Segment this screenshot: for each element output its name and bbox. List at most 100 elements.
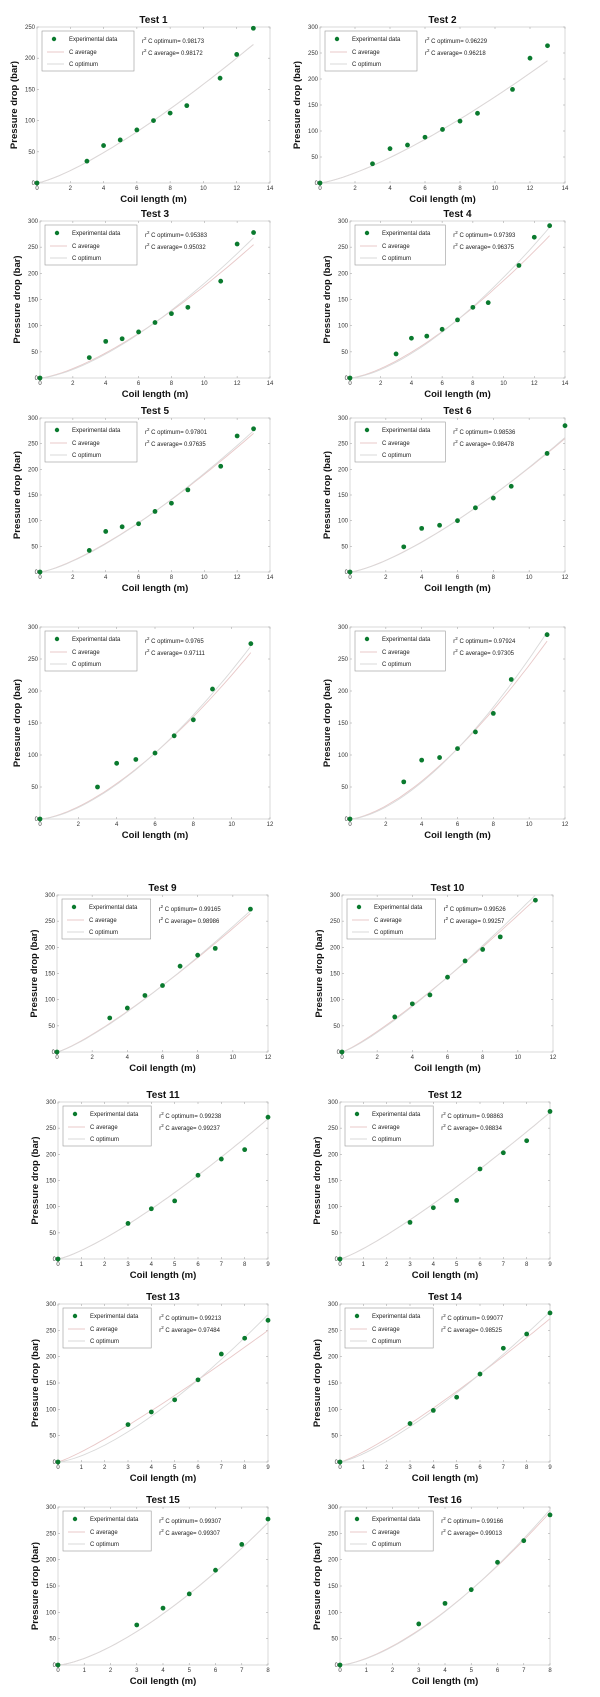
data-point xyxy=(508,677,514,682)
x-tick-label: 6 xyxy=(456,575,460,581)
y-tick-label: 100 xyxy=(328,1610,339,1616)
r-symbol: r xyxy=(159,919,161,925)
chart-panel-15: Test 15 0 1 2 3 4 5 6 7 8 0 50 100 150 200 250 300 Coil l… xyxy=(30,1495,271,1687)
y-tick-label: 150 xyxy=(25,87,36,93)
data-point xyxy=(562,423,568,429)
x-tick-label: 7 xyxy=(502,1262,506,1268)
chart-title: Test 14 xyxy=(428,1292,462,1303)
y-tick-label: 50 xyxy=(341,544,348,550)
y-tick-label: 50 xyxy=(49,1434,56,1440)
data-point xyxy=(531,234,537,240)
x-axis-label: Coil length (m) xyxy=(414,1063,481,1074)
y-tick-label: 200 xyxy=(328,1152,339,1158)
r-symbol: r xyxy=(444,907,446,913)
superscript: 2 xyxy=(147,648,150,653)
data-point xyxy=(437,522,442,528)
x-axis-label: Coil length (m) xyxy=(130,1676,197,1687)
r2-optimum-text: C optimum= 0.98863 xyxy=(446,1114,504,1120)
legend-marker-experimental xyxy=(356,904,362,910)
y-tick-label: 50 xyxy=(331,1231,338,1237)
x-tick-label: 12 xyxy=(234,575,241,581)
x-tick-label: 1 xyxy=(365,1668,369,1674)
data-point xyxy=(490,495,496,501)
r-symbol: r xyxy=(159,1316,161,1322)
legend-label-experimental: Experimental data xyxy=(382,231,431,237)
x-tick-label: 4 xyxy=(126,1055,130,1061)
r2-optimum-annotation: r2 C optimum= 0.98173 xyxy=(142,36,205,45)
data-point xyxy=(103,529,109,534)
y-tick-label: 100 xyxy=(338,324,349,330)
data-point xyxy=(195,952,201,958)
legend-label-experimental: Experimental data xyxy=(352,37,401,43)
x-tick-label: 4 xyxy=(150,1465,154,1471)
y-tick-label: 150 xyxy=(28,493,39,499)
y-tick-label: 300 xyxy=(28,625,39,631)
x-tick-label: 4 xyxy=(432,1262,436,1268)
r2-optimum-annotation: r2 C optimum= 0.97393 xyxy=(453,230,516,239)
legend-label-c-optimum: C optimum xyxy=(90,1137,119,1143)
y-tick-label: 200 xyxy=(328,1558,339,1564)
x-tick-label: 7 xyxy=(220,1262,224,1268)
x-tick-label: 8 xyxy=(170,381,174,387)
r2-optimum-annotation: r2 C optimum= 0.99526 xyxy=(444,904,507,913)
legend-marker-experimental xyxy=(51,36,57,42)
legend-marker-experimental xyxy=(54,427,60,433)
y-tick-label: 100 xyxy=(46,1205,57,1211)
y-axis-label: Pressure drop (bar) xyxy=(314,929,325,1017)
legend-label-c-optimum: C optimum xyxy=(90,1339,119,1345)
x-axis-label: Coil length (m) xyxy=(412,1473,479,1484)
data-point xyxy=(473,505,478,511)
data-point xyxy=(152,509,158,514)
y-tick-label: 150 xyxy=(338,298,349,304)
y-axis-label: Pressure drop (bar) xyxy=(29,929,40,1017)
y-tick-label: 250 xyxy=(28,245,39,251)
x-tick-label: 2 xyxy=(375,1055,379,1061)
legend-marker-experimental xyxy=(334,36,340,42)
data-point xyxy=(457,118,463,124)
x-tick-label: 9 xyxy=(266,1262,270,1268)
y-tick-label: 200 xyxy=(46,1558,57,1564)
y-tick-label: 100 xyxy=(330,998,341,1004)
data-point xyxy=(524,1331,530,1337)
chart-panel-3: Test 3 0 2 4 6 8 10 12 14 0 50 100 150 200 250 300 Coil … xyxy=(12,209,274,400)
r2-optimum-text: C optimum= 0.96229 xyxy=(430,39,488,45)
data-point xyxy=(169,500,174,506)
y-tick-label: 50 xyxy=(331,1434,338,1440)
r2-average-annotation: r2 C average= 0.98478 xyxy=(453,439,514,448)
x-tick-label: 12 xyxy=(550,1055,557,1061)
x-tick-label: 0 xyxy=(338,1465,342,1471)
legend-label-c-average: C average xyxy=(69,50,97,56)
x-tick-label: 10 xyxy=(526,822,533,828)
data-point xyxy=(401,544,407,550)
data-point xyxy=(195,1377,201,1383)
x-tick-label: 0 xyxy=(56,1465,60,1471)
y-tick-label: 300 xyxy=(46,1100,57,1106)
x-tick-label: 10 xyxy=(514,1055,521,1061)
data-point xyxy=(212,945,218,951)
y-tick-label: 200 xyxy=(328,1355,339,1361)
x-tick-label: 0 xyxy=(348,575,352,581)
chart-panel-6: Test 6 0 2 4 6 8 10 12 0 50 100 150 200 250 300 Coil le… xyxy=(322,406,569,594)
x-axis-label: Coil length (m) xyxy=(412,1676,479,1687)
x-tick-label: 5 xyxy=(470,1668,474,1674)
y-tick-label: 300 xyxy=(338,625,349,631)
r-symbol: r xyxy=(441,1316,443,1322)
c-optimum-line xyxy=(57,1118,269,1260)
data-point xyxy=(265,1516,271,1522)
y-tick-label: 100 xyxy=(25,119,36,125)
y-tick-label: 150 xyxy=(338,721,349,727)
data-point xyxy=(524,1138,530,1144)
legend-label-c-average: C average xyxy=(372,1530,400,1536)
superscript: 2 xyxy=(455,242,458,247)
x-tick-label: 10 xyxy=(492,186,499,192)
r2-optimum-annotation: r2 C optimum= 0.99165 xyxy=(159,904,222,913)
r-symbol: r xyxy=(453,430,455,436)
legend-label-experimental: Experimental data xyxy=(72,231,121,237)
y-tick-label: 150 xyxy=(308,103,319,109)
data-point xyxy=(234,241,240,247)
c-optimum-line xyxy=(341,894,536,1053)
y-tick-label: 0 xyxy=(35,376,39,382)
y-tick-label: 300 xyxy=(328,1302,339,1308)
legend-label-experimental: Experimental data xyxy=(382,637,431,643)
data-point xyxy=(370,161,375,167)
